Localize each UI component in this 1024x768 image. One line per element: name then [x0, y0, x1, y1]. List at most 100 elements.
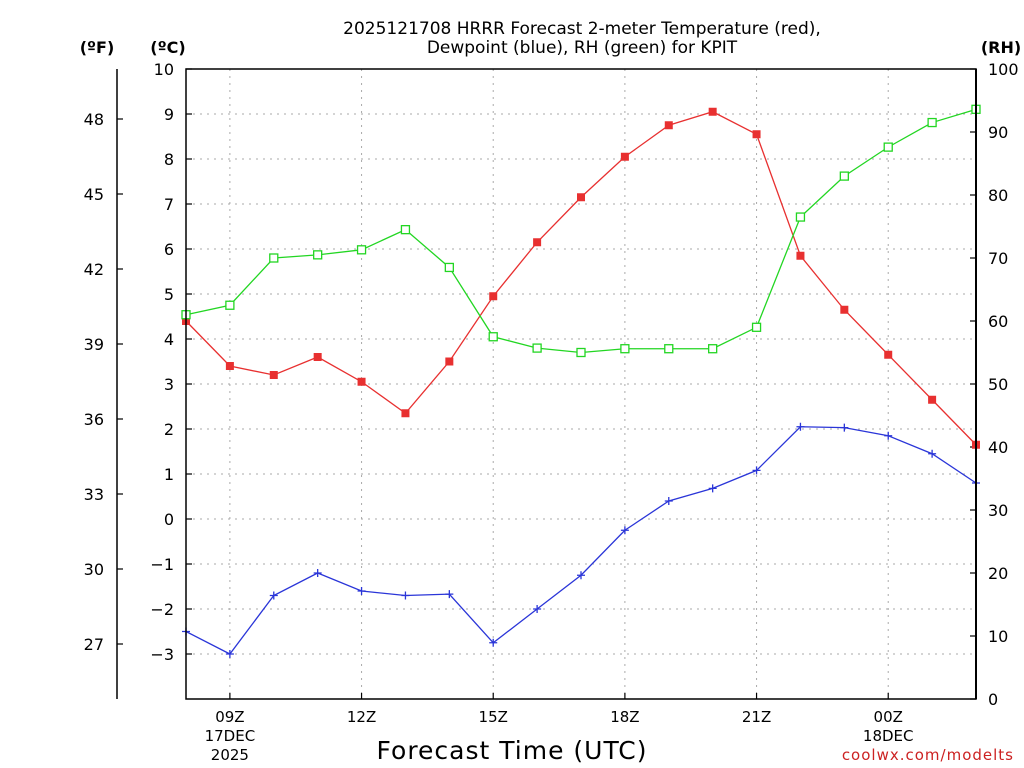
rh-line	[185, 108, 977, 354]
fahrenheit-tick-label: 39	[84, 335, 104, 354]
celsius-tick-label: 2	[164, 420, 174, 439]
temperature-point	[533, 238, 542, 247]
temperature-point	[445, 357, 454, 366]
rh-point	[488, 332, 498, 342]
time-tick-label: 09Z	[215, 708, 244, 726]
time-tick-label: 21Z	[742, 708, 771, 726]
plot-frame	[185, 68, 977, 700]
year-tick-label: 2025	[211, 746, 249, 764]
rh-tick-label: 80	[988, 186, 1008, 205]
celsius-tick-label: −3	[150, 645, 174, 664]
temperature-point	[840, 305, 849, 314]
time-tick-label: 12Z	[347, 708, 376, 726]
celsius-tick-label: 9	[164, 105, 174, 124]
time-tick-label: 00Z	[874, 708, 903, 726]
temperature-point	[225, 362, 234, 370]
celsius-tick-label: 7	[164, 195, 174, 214]
temperature-point	[752, 130, 761, 139]
rh-tick-label: 100	[988, 60, 1019, 79]
celsius-tick-label: 8	[164, 150, 174, 169]
rh-point	[532, 343, 542, 353]
rh-point	[839, 171, 849, 181]
celsius-tick-label: 1	[164, 465, 174, 484]
dewpoint-series	[182, 422, 980, 658]
rh-point	[927, 117, 937, 128]
rh-point	[400, 224, 411, 235]
temperature-point	[313, 353, 322, 361]
credit-link[interactable]: coolwx.com/modelts	[842, 746, 1014, 764]
rh-tick-label: 60	[988, 312, 1008, 331]
rh-point	[356, 245, 367, 255]
rh-series	[181, 104, 981, 358]
celsius-tick-label: 4	[164, 330, 174, 349]
dewpoint-point	[269, 591, 278, 600]
fahrenheit-ticks: 48 45 42 39 36 33 30 27	[84, 110, 123, 654]
temperature-point	[664, 121, 673, 130]
temperature-point	[357, 377, 366, 386]
fahrenheit-tick-label: 33	[84, 485, 104, 504]
celsius-tick-label: −2	[150, 600, 174, 619]
rh-tick-label: 40	[988, 438, 1008, 457]
temperature-series	[182, 107, 980, 449]
chart-title-line1: 2025121708 HRRR Forecast 2-meter Tempera…	[343, 19, 821, 39]
temperature-point	[928, 395, 937, 404]
rh-point	[664, 344, 674, 354]
fahrenheit-tick-label: 45	[84, 185, 104, 204]
rh-point	[751, 322, 762, 332]
fahrenheit-tick-label: 36	[84, 410, 104, 429]
temperature-point	[884, 350, 893, 359]
chart-title-line2: Dewpoint (blue), RH (green) for KPIT	[427, 38, 738, 58]
rh-tick-label: 0	[988, 690, 998, 709]
dewpoint-point	[796, 422, 805, 431]
rh-point	[708, 344, 718, 354]
rh-point	[225, 300, 235, 310]
temperature-line	[185, 111, 977, 446]
temperature-point	[796, 251, 805, 260]
rh-tick-label: 30	[988, 501, 1008, 520]
rh-tick-label: 50	[988, 375, 1008, 394]
temperature-point	[708, 107, 717, 116]
fahrenheit-tick-label: 30	[84, 560, 104, 579]
celsius-tick-label: −1	[150, 555, 174, 574]
dewpoint-point	[533, 605, 542, 613]
dewpoint-point	[225, 650, 234, 658]
fahrenheit-tick-label: 42	[84, 260, 104, 279]
rh-point	[269, 253, 279, 263]
dewpoint-line	[185, 426, 977, 655]
date-tick-label: 17DEC	[205, 727, 256, 745]
dewpoint-point	[357, 587, 366, 595]
celsius-tick-label: 3	[164, 375, 174, 394]
time-tick-label: 15Z	[479, 708, 508, 726]
dewpoint-point	[620, 526, 629, 535]
fahrenheit-tick-label: 48	[84, 110, 104, 129]
rh-point	[620, 344, 630, 354]
rh-point	[444, 262, 454, 273]
dewpoint-point	[884, 431, 893, 440]
rh-point	[795, 212, 806, 222]
date-tick-label: 18DEC	[863, 727, 914, 745]
dewpoint-point	[928, 449, 937, 458]
time-tick-label: 18Z	[610, 708, 639, 726]
dewpoint-point	[489, 638, 498, 647]
x-axis-label: Forecast Time (UTC)	[377, 736, 648, 765]
temperature-point	[620, 152, 629, 161]
series-layer	[181, 104, 981, 658]
celsius-axis-label: (ºC)	[150, 38, 185, 57]
rh-point	[883, 142, 893, 152]
dewpoint-point	[752, 466, 761, 475]
celsius-tick-label: 5	[164, 285, 174, 304]
dewpoint-point	[708, 484, 717, 493]
fahrenheit-axis-label: (ºF)	[80, 38, 115, 57]
rh-point	[576, 347, 586, 358]
fahrenheit-tick-label: 27	[84, 635, 104, 654]
celsius-tick-label: 10	[154, 60, 174, 79]
rh-point	[313, 250, 323, 260]
celsius-tick-label: 0	[164, 510, 174, 529]
dewpoint-point	[840, 423, 849, 432]
rh-tick-label: 70	[988, 249, 1008, 268]
dewpoint-point	[313, 569, 322, 577]
dewpoint-point	[401, 591, 410, 600]
rh-tick-label: 10	[988, 627, 1008, 646]
